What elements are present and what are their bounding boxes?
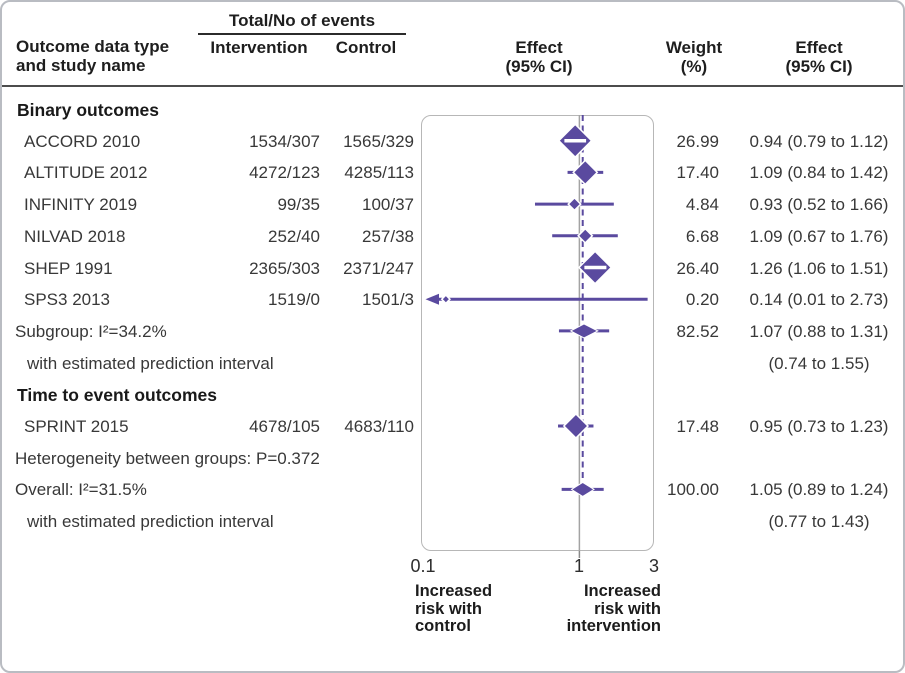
study-label: SHEP 1991 [24, 258, 113, 278]
direction-label-control-line2: risk with [415, 599, 482, 618]
column-header-weight-line2: (%) [680, 57, 708, 76]
intervention-events: 99/35 [277, 195, 320, 215]
study-label: SPRINT 2015 [24, 417, 129, 436]
column-header-outcome: Outcome data type and study name [16, 37, 206, 75]
table-row: NILVAD 2018 252/40 257/38 6.68 1.09 (0.67 to… [2, 222, 903, 252]
table-row: ACCORD 2010 1534/307 1565/329 26.99 0.94 (0.… [2, 127, 903, 157]
intervention-events: 1519/0 [268, 290, 320, 310]
effect-ci-value: 1.26 (1.06 to 1.51) [749, 258, 889, 278]
table-row: SPRINT 2015 4678/105 4683/110 17.48 0.95 (0.… [2, 412, 903, 442]
plot-frame [421, 115, 654, 551]
column-header-effect-text-line1: Effect [795, 38, 843, 57]
effect-ci-value: 1.09 (0.67 to 1.76) [749, 226, 889, 246]
direction-label-intervention-line1: Increased [583, 582, 661, 600]
control-events: 4285/113 [344, 163, 414, 183]
group-header-row: Binary outcomes [2, 95, 903, 125]
direction-label-control-line3: control [415, 617, 471, 635]
outcome-group-label: Binary outcomes [17, 100, 159, 120]
table-row: with estimated prediction interval (0.77 … [2, 507, 903, 537]
weight-value: 26.99 [676, 131, 719, 151]
outcome-group-label: Time to event outcomes [17, 385, 218, 406]
direction-label-intervention-line3: intervention [566, 617, 661, 635]
table-row: ALTITUDE 2012 4272/123 4285/113 17.40 1.09 (… [2, 158, 903, 188]
study-label: Heterogeneity between groups: P=0.372 [15, 448, 320, 468]
x-tick-0.1: 0.1 [410, 556, 436, 576]
weight-value: 17.40 [676, 163, 719, 183]
intervention-events: 2365/303 [249, 258, 320, 278]
column-header-outcome-line1: Outcome data type [16, 37, 170, 56]
column-header-intervention: Intervention [210, 38, 308, 57]
study-label: SPS3 2013 [24, 290, 111, 310]
weight-value: 17.48 [676, 417, 719, 436]
study-label: with estimated prediction interval [27, 512, 274, 532]
effect-ci-value: (0.74 to 1.55) [768, 353, 870, 373]
table-row: with estimated prediction interval (0.74 … [2, 349, 903, 379]
column-header-weight: Weight (%) [647, 38, 741, 76]
intervention-events: 4272/123 [249, 163, 320, 183]
control-events: 1565/329 [343, 131, 414, 151]
effect-ci-value: (0.77 to 1.43) [768, 512, 870, 532]
weight-value: 6.68 [685, 226, 719, 246]
effect-ci-value: 0.95 (0.73 to 1.23) [749, 417, 889, 436]
weight-value: 26.40 [676, 258, 719, 278]
effect-ci-value: 1.05 (0.89 to 1.24) [749, 480, 889, 500]
column-header-weight-line1: Weight [665, 38, 723, 57]
study-label: Subgroup: I²=34.2% [15, 321, 167, 341]
control-events: 1501/3 [362, 290, 414, 310]
weight-value: 4.84 [685, 195, 719, 215]
column-header-effect-text-line2: (95% CI) [785, 57, 853, 76]
table-row: Overall: I²=31.5% 100.00 1.05 (0.89 to 1.2… [2, 475, 903, 505]
column-header-effect-plot: Effect (95% CI) [464, 38, 614, 76]
effect-ci-value: 1.09 (0.84 to 1.42) [749, 163, 889, 183]
study-label: Overall: I²=31.5% [15, 480, 147, 500]
weight-value: 82.52 [676, 321, 719, 341]
weight-value: 100.00 [667, 480, 719, 500]
x-tick-1: 1 [573, 556, 584, 576]
study-label: ACCORD 2010 [24, 131, 141, 151]
column-header-control: Control [335, 38, 397, 57]
study-label: INFINITY 2019 [24, 195, 138, 215]
control-events: 4683/110 [344, 417, 414, 436]
table-row: Heterogeneity between groups: P=0.372 [2, 444, 903, 474]
effect-ci-value: 0.94 (0.79 to 1.12) [749, 131, 889, 151]
table-row: SHEP 1991 2365/303 2371/247 26.40 1.26 (1.06… [2, 254, 903, 284]
study-label: ALTITUDE 2012 [24, 163, 148, 183]
column-header-effect-text: Effect (95% CI) [729, 38, 903, 76]
control-events: 100/37 [362, 195, 414, 215]
events-group-header: Total/No of events [228, 11, 376, 30]
control-events: 2371/247 [343, 258, 414, 278]
table-row: SPS3 2013 1519/0 1501/3 0.20 0.14 (0.01 to 2… [2, 285, 903, 315]
header-divider [2, 85, 903, 87]
x-tick-3: 3 [648, 556, 659, 576]
study-label: with estimated prediction interval [27, 353, 274, 373]
weight-value: 0.20 [685, 290, 719, 310]
group-header-row: Time to event outcomes [2, 380, 903, 410]
column-header-effect-plot-line1: Effect [515, 38, 563, 57]
intervention-events: 1534/307 [249, 131, 320, 151]
direction-label-control: Increased risk with control [415, 582, 545, 636]
direction-label-intervention: Increased risk with intervention [531, 582, 661, 636]
intervention-events: 4678/105 [249, 417, 320, 436]
table-row: Subgroup: I²=34.2% 82.52 1.07 (0.88 to 1.3… [2, 317, 903, 347]
effect-ci-value: 0.93 (0.52 to 1.66) [749, 195, 889, 215]
direction-label-intervention-line2: risk with [594, 599, 661, 618]
effect-ci-value: 0.14 (0.01 to 2.73) [749, 290, 889, 310]
effect-ci-value: 1.07 (0.88 to 1.31) [749, 321, 889, 341]
events-group-underline [198, 33, 406, 35]
control-events: 257/38 [362, 226, 414, 246]
direction-label-control-line1: Increased [415, 582, 493, 600]
intervention-events: 252/40 [268, 226, 320, 246]
table-row: INFINITY 2019 99/35 100/37 4.84 0.93 (0.52 t… [2, 190, 903, 220]
column-header-effect-plot-line2: (95% CI) [505, 57, 573, 76]
column-header-outcome-line2: and study name [16, 56, 146, 75]
study-label: NILVAD 2018 [24, 226, 126, 246]
